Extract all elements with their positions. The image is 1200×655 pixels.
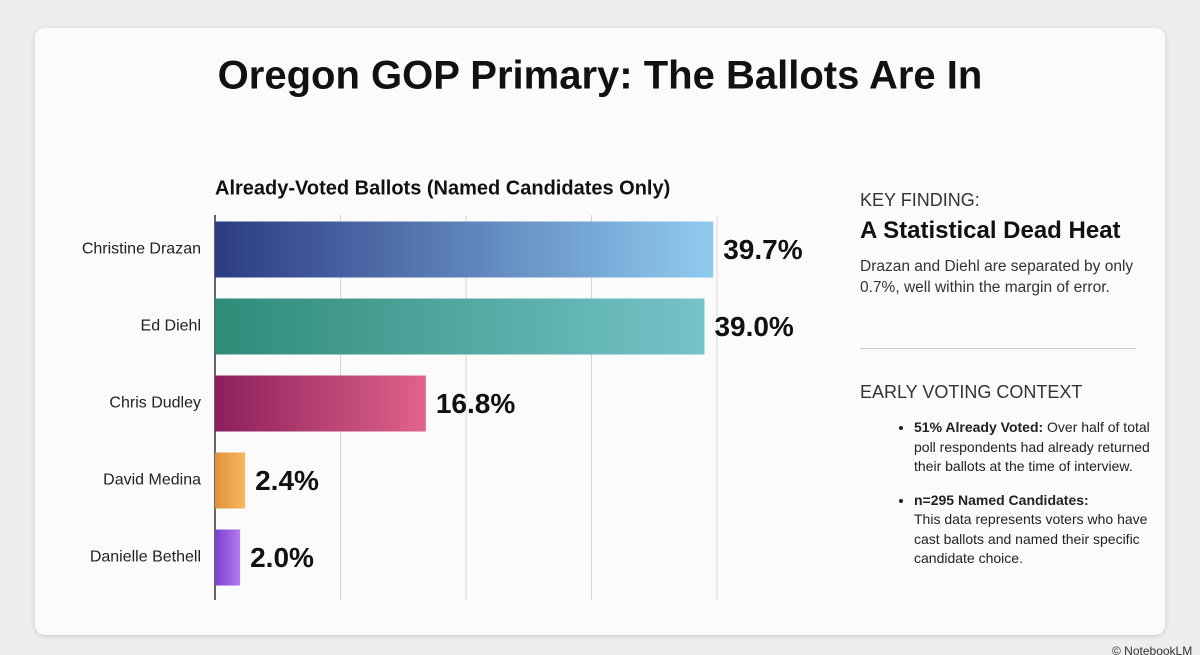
chart-title: Oregon GOP Primary: The Ballots Are In bbox=[218, 54, 983, 98]
key-finding-label: KEY FINDING: bbox=[860, 190, 980, 210]
key-finding-text: Drazan and Diehl are separated by only 0… bbox=[860, 258, 1134, 296]
bullet: 51% Already Voted: Over half of total po… bbox=[914, 418, 1169, 477]
footer: © NotebookLM bbox=[1112, 644, 1193, 655]
category-label: Ed Diehl bbox=[141, 318, 201, 335]
bullet-lead: n=295 Named Candidates: bbox=[914, 491, 1089, 508]
bullet-list: 51% Already Voted: Over half of total po… bbox=[872, 418, 1169, 583]
bar bbox=[215, 221, 714, 278]
key-finding-title: A Statistical Dead Heat bbox=[860, 217, 1121, 244]
chart-subtitle: Already-Voted Ballots (Named Candidates … bbox=[215, 177, 670, 199]
category-label: Chris Dudley bbox=[109, 395, 201, 412]
value-label: 39.7% bbox=[723, 234, 802, 265]
category-label: David Medina bbox=[103, 472, 201, 489]
value-label: 2.0% bbox=[250, 542, 314, 573]
value-label: 39.0% bbox=[714, 311, 793, 342]
bar bbox=[215, 529, 241, 586]
bar bbox=[215, 298, 705, 355]
bar bbox=[215, 452, 246, 509]
value-label: 2.4% bbox=[255, 465, 319, 496]
bar bbox=[215, 375, 426, 432]
value-label: 16.8% bbox=[436, 388, 515, 419]
bullet-text: This data represents voters who have cas… bbox=[914, 511, 1148, 566]
bullet: n=295 Named Candidates: This data repres… bbox=[914, 491, 1169, 569]
divider bbox=[860, 348, 1136, 349]
bullet-text: Over half of total poll respondents had … bbox=[914, 419, 1150, 474]
category-label: Danielle Bethell bbox=[90, 549, 201, 566]
context-title: EARLY VOTING CONTEXT bbox=[860, 382, 1083, 402]
bullet-lead: 51% Already Voted: bbox=[914, 419, 1044, 435]
category-label: Christine Drazan bbox=[82, 241, 201, 258]
